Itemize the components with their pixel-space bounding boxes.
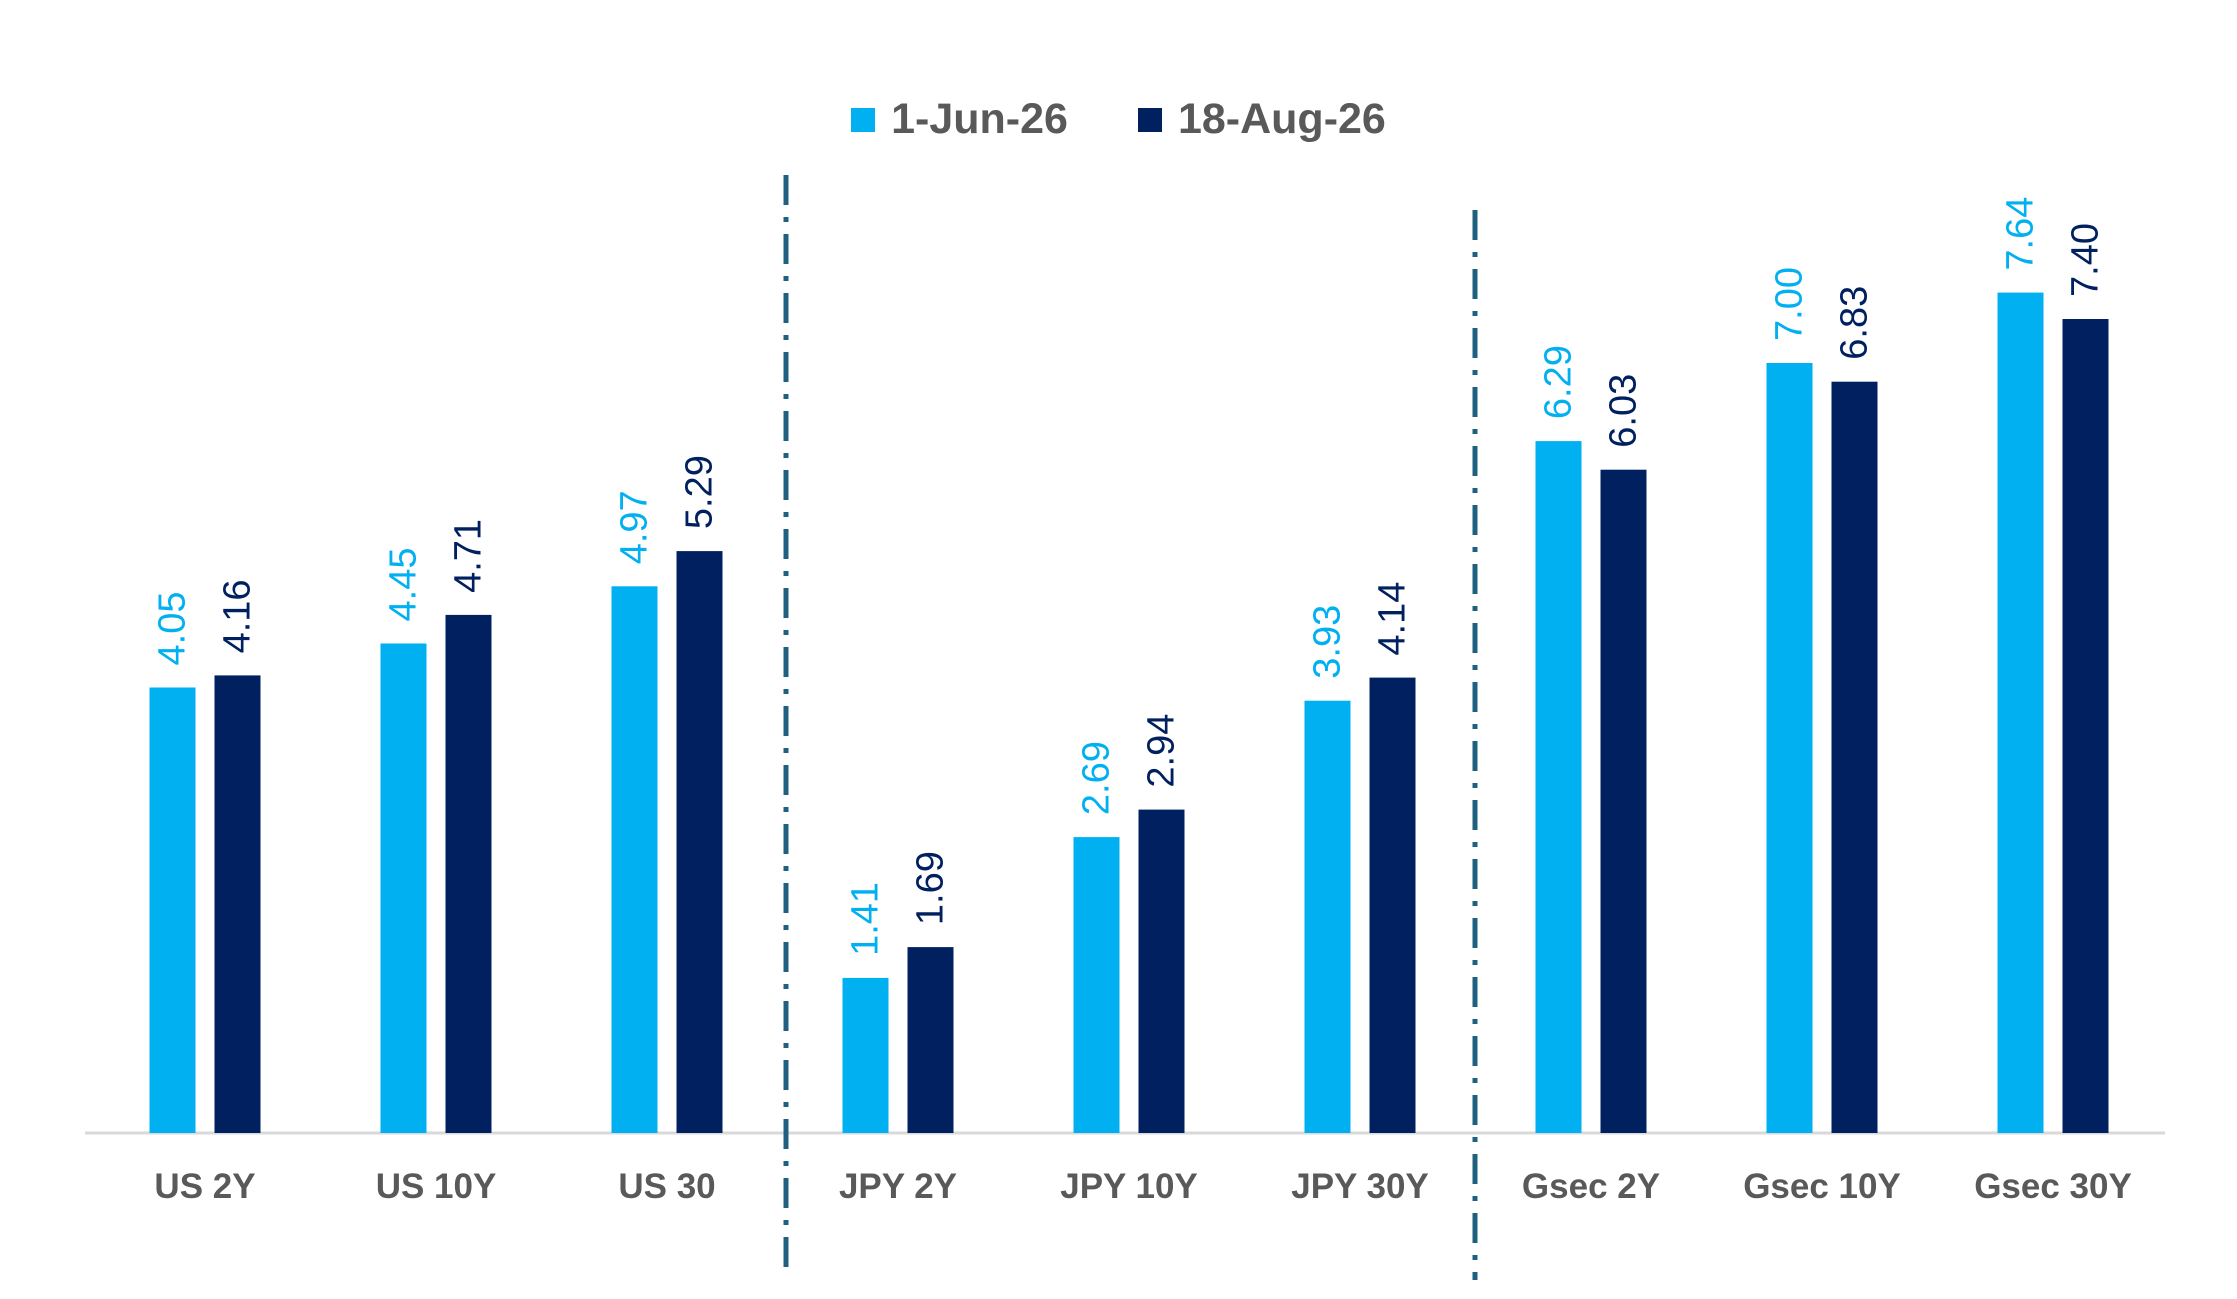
x-tick-label-3: JPY 2Y	[839, 1167, 957, 1206]
x-tick-label-7: Gsec 10Y	[1743, 1167, 1901, 1206]
legend-item-series-2: 18-Aug-26	[1137, 95, 1386, 144]
data-label-series-2-1: 4.71	[448, 519, 490, 593]
legend-swatch-series-2	[1137, 107, 1162, 132]
data-label-series-2-2: 5.29	[679, 455, 721, 529]
bar-series-2-1	[445, 614, 492, 1133]
bar-series-2-5	[1369, 677, 1416, 1133]
bar-series-1-2	[611, 586, 658, 1133]
data-label-series-1-7: 7.00	[1769, 267, 1811, 341]
bar-series-1-4	[1073, 837, 1120, 1133]
x-tick-label-5: JPY 30Y	[1291, 1167, 1429, 1206]
data-label-series-1-5: 3.93	[1307, 605, 1349, 679]
data-label-series-1-3: 1.41	[845, 882, 887, 956]
data-label-series-1-6: 6.29	[1538, 345, 1580, 419]
data-label-series-2-6: 6.03	[1603, 374, 1645, 448]
data-label-series-2-4: 2.94	[1141, 714, 1183, 788]
legend: 1-Jun-26 18-Aug-26	[0, 95, 2237, 144]
x-tick-label-8: Gsec 30Y	[1974, 1167, 2132, 1206]
data-label-series-1-2: 4.97	[614, 490, 656, 564]
legend-label-series-1: 1-Jun-26	[891, 95, 1068, 143]
data-label-series-2-3: 1.69	[910, 851, 952, 925]
legend-swatch-series-1	[851, 107, 876, 132]
data-label-series-1-8: 7.64	[2000, 197, 2042, 271]
data-label-series-2-8: 7.40	[2065, 223, 2107, 297]
bar-series-1-5	[1304, 700, 1351, 1133]
bar-series-1-3	[842, 977, 889, 1133]
bar-series-1-8	[1997, 292, 2044, 1134]
bar-series-2-0	[214, 675, 261, 1133]
bar-series-2-7	[1831, 381, 1878, 1133]
data-label-series-1-1: 4.45	[383, 548, 425, 622]
bar-series-2-6	[1600, 469, 1647, 1133]
data-label-series-2-5: 4.14	[1372, 582, 1414, 656]
bar-series-1-0	[149, 687, 196, 1133]
bar-series-1-1	[380, 643, 427, 1133]
bar-series-2-2	[676, 551, 723, 1133]
bar-series-2-4	[1138, 809, 1185, 1133]
data-label-series-1-4: 2.69	[1076, 741, 1118, 815]
legend-item-series-1: 1-Jun-26	[851, 95, 1068, 144]
bar-series-2-3	[907, 947, 954, 1133]
legend-label-series-2: 18-Aug-26	[1177, 95, 1386, 143]
x-tick-label-2: US 30	[618, 1167, 715, 1206]
x-tick-label-4: JPY 10Y	[1060, 1167, 1198, 1206]
x-tick-label-1: US 10Y	[376, 1167, 497, 1206]
bar-series-2-8	[2062, 319, 2109, 1133]
data-label-series-1-0: 4.05	[152, 592, 194, 666]
data-label-series-2-7: 6.83	[1834, 286, 1876, 360]
x-tick-label-6: Gsec 2Y	[1522, 1167, 1660, 1206]
data-label-series-2-0: 4.16	[217, 579, 259, 653]
bar-series-1-6	[1535, 441, 1582, 1134]
bar-series-1-7	[1766, 363, 1813, 1133]
x-tick-label-0: US 2Y	[154, 1167, 255, 1206]
